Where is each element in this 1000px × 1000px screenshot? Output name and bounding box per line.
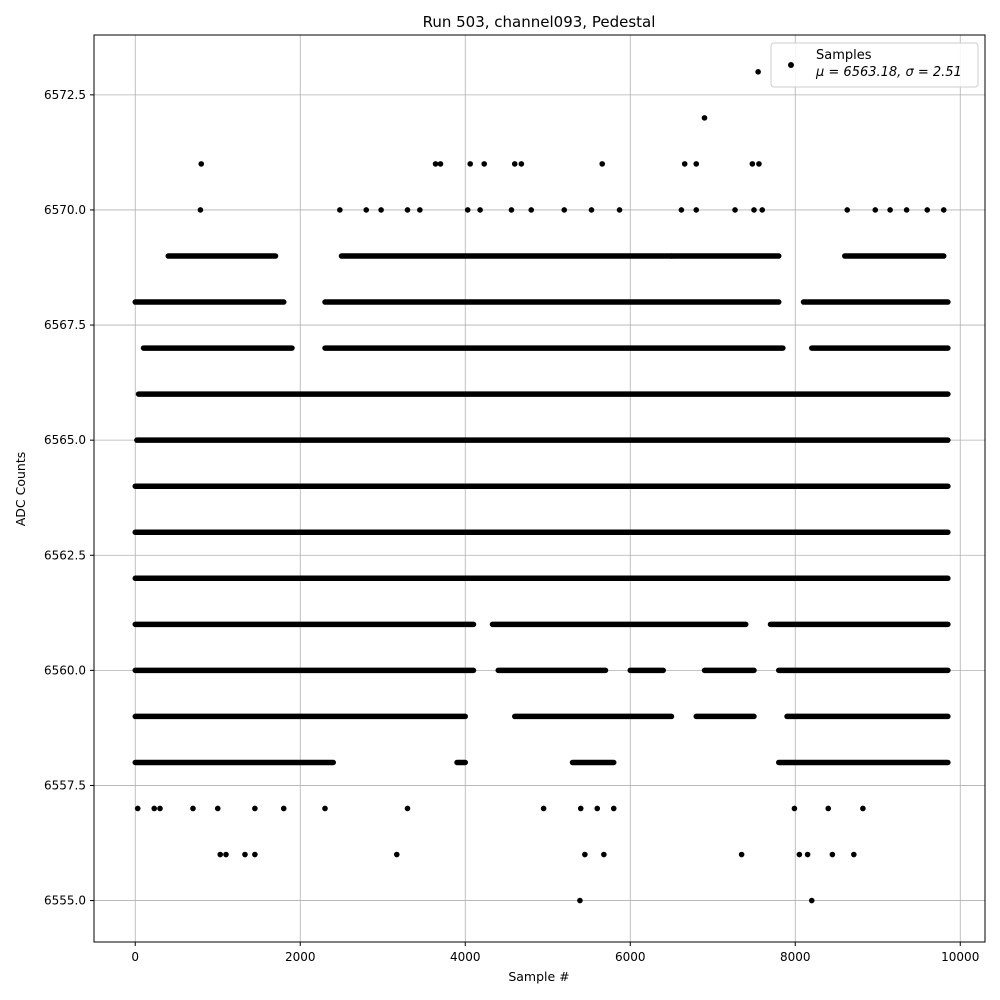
legend-box bbox=[770, 42, 979, 88]
legend: Samples μ = 6563.18, σ = 2.51 bbox=[770, 42, 979, 88]
data-point bbox=[791, 805, 798, 812]
data-point bbox=[860, 805, 866, 812]
data-point bbox=[477, 207, 483, 213]
data-point bbox=[540, 805, 547, 812]
y-tick-label: 6562.5 bbox=[44, 548, 86, 562]
data-point bbox=[594, 805, 601, 812]
legend-marker bbox=[788, 62, 794, 68]
y-tick-label: 6570.0 bbox=[44, 203, 86, 217]
data-point bbox=[693, 161, 700, 167]
x-tick-label: 4000 bbox=[450, 950, 481, 964]
data-point bbox=[518, 161, 525, 167]
data-point bbox=[829, 851, 836, 858]
y-tick-label: 6560.0 bbox=[44, 663, 86, 677]
data-point bbox=[732, 207, 738, 213]
x-axis-ticks: 0 2000 4000 6000 8000 10000 bbox=[131, 942, 979, 964]
x-tick-label: 10000 bbox=[941, 950, 979, 964]
y-axis-label: ADC Counts bbox=[13, 452, 28, 527]
data-point bbox=[756, 161, 762, 167]
data-point bbox=[242, 851, 248, 858]
data-point bbox=[464, 207, 471, 213]
data-point bbox=[134, 805, 141, 812]
x-axis-label: Sample # bbox=[508, 969, 569, 984]
data-point bbox=[610, 805, 617, 812]
data-point bbox=[701, 115, 708, 121]
data-point bbox=[851, 851, 857, 858]
y-tick-label: 6572.5 bbox=[44, 88, 86, 102]
data-point bbox=[825, 805, 832, 812]
data-point bbox=[808, 897, 815, 904]
data-point bbox=[404, 805, 411, 812]
data-point bbox=[223, 851, 229, 858]
y-tick-label: 6557.5 bbox=[44, 778, 86, 792]
data-point bbox=[214, 805, 221, 812]
data-point bbox=[872, 207, 879, 213]
plot-frame bbox=[93, 34, 986, 943]
data-point bbox=[887, 207, 893, 213]
data-points bbox=[132, 69, 951, 904]
data-point bbox=[511, 161, 518, 167]
data-point bbox=[252, 851, 258, 858]
y-tick-label: 6567.5 bbox=[44, 318, 86, 332]
data-point bbox=[693, 207, 700, 213]
data-point bbox=[796, 851, 803, 858]
y-tick-label: 6555.0 bbox=[44, 894, 86, 908]
data-point bbox=[432, 161, 439, 167]
data-point bbox=[508, 207, 515, 213]
data-point bbox=[601, 851, 607, 858]
data-point bbox=[417, 207, 423, 213]
data-point bbox=[940, 207, 947, 213]
data-point bbox=[738, 851, 745, 858]
data-point bbox=[481, 161, 488, 167]
data-point bbox=[599, 161, 605, 167]
data-point bbox=[151, 805, 158, 812]
data-point bbox=[528, 207, 535, 213]
data-point bbox=[616, 207, 623, 213]
data-point bbox=[751, 207, 757, 213]
data-point bbox=[755, 69, 761, 75]
data-point bbox=[678, 207, 685, 213]
data-point bbox=[437, 161, 444, 167]
data-point bbox=[404, 207, 411, 213]
data-point bbox=[749, 161, 756, 167]
data-point bbox=[844, 207, 851, 213]
data-point bbox=[322, 805, 328, 812]
data-point bbox=[577, 805, 584, 812]
chart-title: Run 503, channel093, Pedestal bbox=[423, 13, 656, 31]
data-point bbox=[363, 207, 370, 213]
data-point bbox=[190, 805, 196, 812]
data-point bbox=[924, 207, 931, 213]
data-point bbox=[582, 851, 588, 858]
data-point bbox=[393, 851, 400, 858]
data-point bbox=[804, 851, 811, 858]
data-point bbox=[217, 851, 224, 858]
data-point bbox=[759, 207, 766, 213]
data-point bbox=[903, 207, 910, 213]
data-point bbox=[337, 207, 343, 213]
data-point bbox=[681, 161, 688, 167]
x-tick-label: 0 bbox=[131, 950, 139, 964]
data-point bbox=[198, 161, 205, 167]
x-tick-label: 8000 bbox=[780, 950, 811, 964]
data-point bbox=[467, 161, 474, 167]
legend-series-name: Samples bbox=[816, 48, 872, 63]
x-tick-label: 6000 bbox=[615, 950, 646, 964]
data-point bbox=[588, 207, 595, 213]
y-axis-ticks: 6555.0 6557.5 6560.0 6562.5 6565.0 6567.5 6570… bbox=[44, 88, 94, 908]
data-point bbox=[577, 897, 583, 904]
data-point bbox=[378, 207, 384, 213]
data-point bbox=[157, 805, 163, 812]
data-point bbox=[252, 805, 258, 812]
data-point bbox=[197, 207, 204, 213]
y-tick-label: 6565.0 bbox=[44, 433, 86, 447]
data-point bbox=[280, 805, 287, 812]
x-tick-label: 2000 bbox=[285, 950, 316, 964]
legend-stats: μ = 6563.18, σ = 2.51 bbox=[815, 65, 962, 80]
data-point bbox=[561, 207, 568, 213]
